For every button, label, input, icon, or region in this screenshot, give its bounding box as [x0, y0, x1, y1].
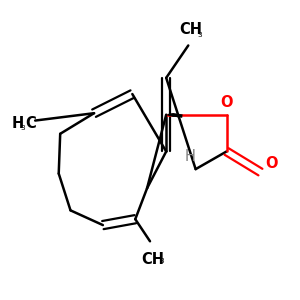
Text: $_3$: $_3$: [20, 123, 26, 133]
Text: O: O: [265, 156, 277, 171]
Text: $_3$: $_3$: [159, 256, 165, 266]
Text: $_3$: $_3$: [197, 30, 203, 40]
Text: C: C: [25, 116, 36, 131]
Text: H: H: [185, 149, 196, 164]
Text: CH: CH: [141, 252, 164, 267]
Text: H: H: [12, 116, 24, 131]
Text: CH: CH: [179, 22, 203, 37]
Text: O: O: [220, 95, 233, 110]
